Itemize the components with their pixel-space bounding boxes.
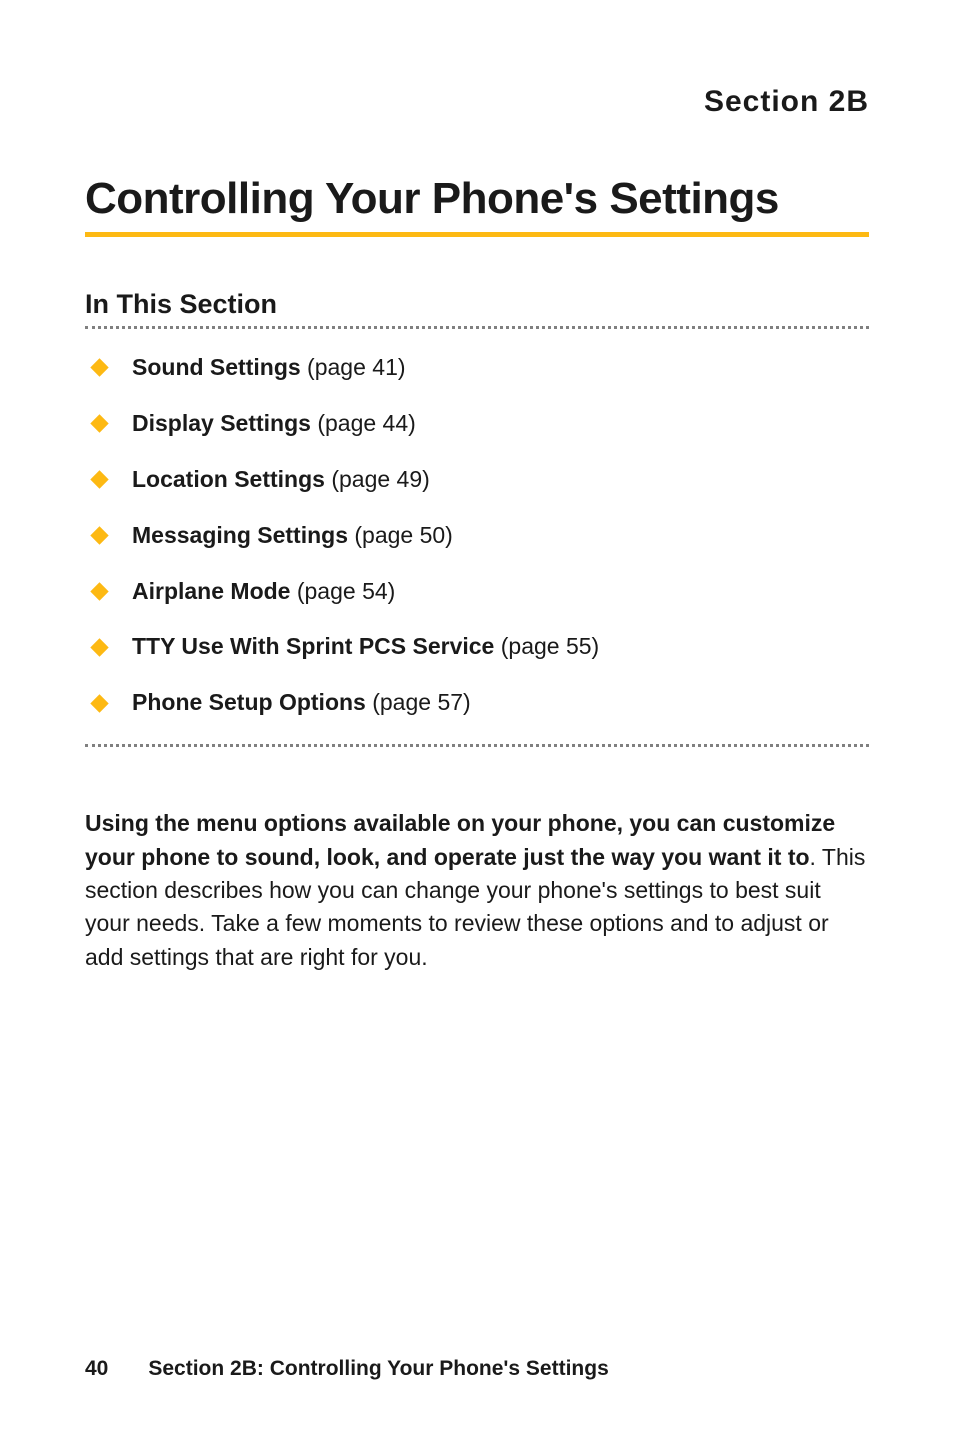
- diamond-bullet-icon: [90, 694, 108, 712]
- toc-list: Sound Settings (page 41) Display Setting…: [85, 353, 869, 747]
- toc-item: Airplane Mode (page 54): [85, 577, 869, 607]
- toc-item-page: (page 50): [348, 522, 453, 548]
- toc-item: Messaging Settings (page 50): [85, 521, 869, 551]
- toc-item-title: Location Settings: [132, 466, 325, 492]
- diamond-bullet-icon: [90, 638, 108, 656]
- toc-item-page: (page 49): [325, 466, 430, 492]
- toc-item-page: (page 57): [366, 689, 471, 715]
- toc-item: TTY Use With Sprint PCS Service (page 55…: [85, 632, 869, 662]
- section-label: Section 2B: [85, 85, 869, 119]
- toc-item-page: (page 55): [494, 633, 599, 659]
- page-footer: 40 Section 2B: Controlling Your Phone's S…: [85, 1357, 609, 1381]
- toc-item-page: (page 41): [301, 354, 406, 380]
- toc-item: Sound Settings (page 41): [85, 353, 869, 383]
- toc-item-title: Sound Settings: [132, 354, 301, 380]
- toc-item-title: Display Settings: [132, 410, 311, 436]
- diamond-bullet-icon: [90, 359, 108, 377]
- diamond-bullet-icon: [90, 582, 108, 600]
- toc-item-title: Airplane Mode: [132, 578, 290, 604]
- footer-section-text: Section 2B: Controlling Your Phone's Set…: [148, 1357, 608, 1380]
- toc-item-page: (page 54): [290, 578, 395, 604]
- diamond-bullet-icon: [90, 415, 108, 433]
- body-paragraph: Using the menu options available on your…: [85, 807, 869, 974]
- toc-item: Phone Setup Options (page 57): [85, 688, 869, 718]
- footer-page-number: 40: [85, 1357, 108, 1380]
- toc-item: Display Settings (page 44): [85, 409, 869, 439]
- toc-item-page: (page 44): [311, 410, 416, 436]
- toc-item-title: Phone Setup Options: [132, 689, 366, 715]
- title-underline: [85, 232, 869, 237]
- body-bold-text: Using the menu options available on your…: [85, 810, 835, 869]
- toc-item-title: Messaging Settings: [132, 522, 348, 548]
- main-title: Controlling Your Phone's Settings: [85, 174, 869, 224]
- toc-item: Location Settings (page 49): [85, 465, 869, 495]
- diamond-bullet-icon: [90, 471, 108, 489]
- toc-item-title: TTY Use With Sprint PCS Service: [132, 633, 494, 659]
- diamond-bullet-icon: [90, 526, 108, 544]
- toc-heading: In This Section: [85, 289, 869, 329]
